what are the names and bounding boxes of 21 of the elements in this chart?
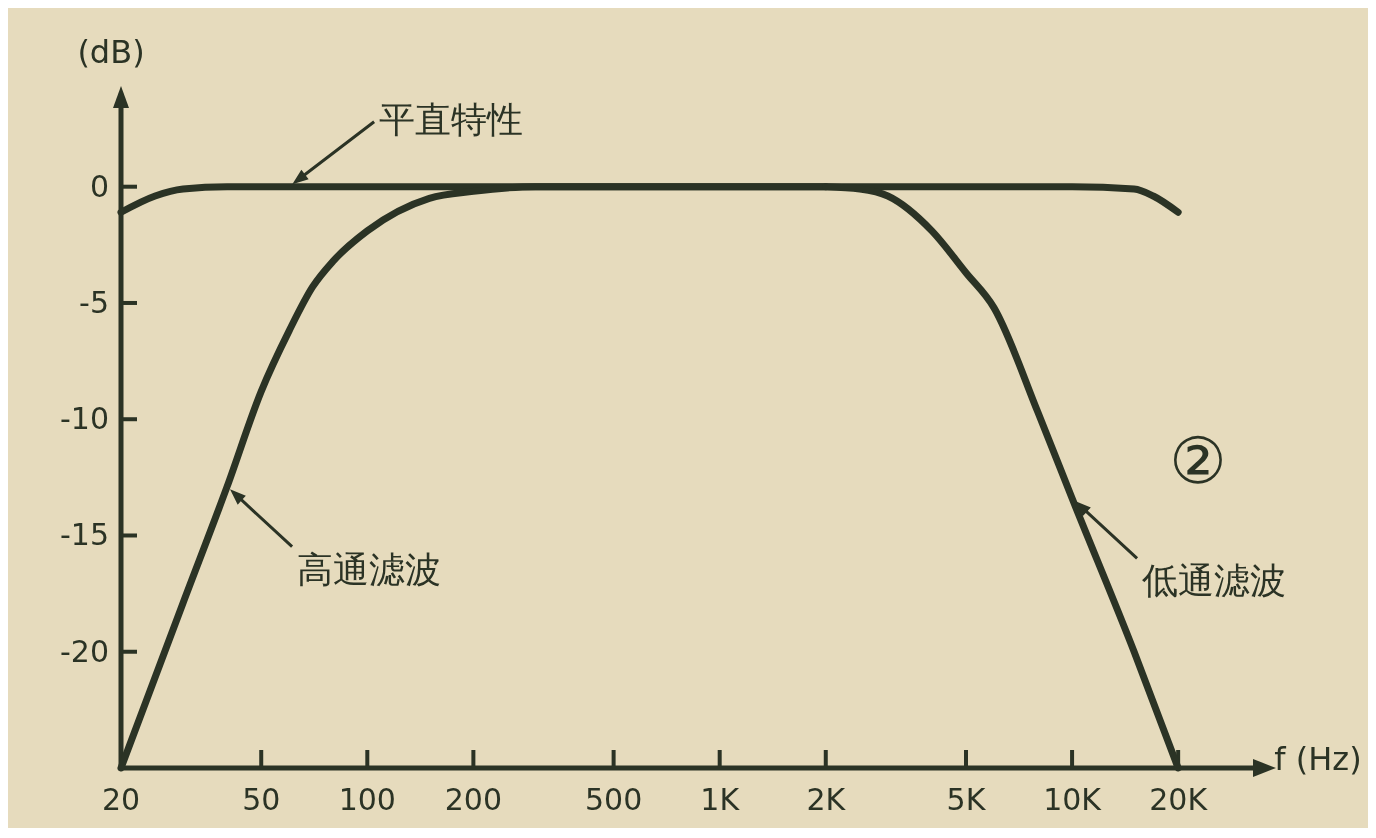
y-tick-label: 0 bbox=[89, 168, 109, 204]
annotation: 高通滤波 bbox=[297, 548, 442, 590]
x-tick-label: 5K bbox=[946, 782, 987, 817]
x-tick-label: 500 bbox=[584, 782, 643, 817]
x-tick-label: 2K bbox=[806, 782, 847, 817]
x-tick-label: 50 bbox=[242, 782, 281, 817]
annotation: 平直特性 bbox=[379, 98, 524, 140]
x-tick-label: 200 bbox=[444, 782, 503, 817]
y-tick-label: -20 bbox=[60, 633, 109, 669]
x-tick-label: 20 bbox=[101, 782, 141, 817]
annotation: 低通滤波 bbox=[1142, 560, 1287, 602]
y-axis-title: (dB) bbox=[77, 33, 145, 71]
x-axis-title: f (Hz) bbox=[1274, 740, 1362, 778]
x-tick-label: 1K bbox=[700, 782, 741, 817]
x-tick-label: 10K bbox=[1043, 782, 1103, 817]
y-tick-label: -15 bbox=[60, 517, 109, 553]
x-tick-label: 100 bbox=[338, 782, 396, 817]
x-tick-label: 20K bbox=[1149, 782, 1209, 817]
annotation: ② bbox=[1169, 424, 1227, 498]
y-tick-label: -5 bbox=[79, 284, 109, 320]
y-tick-label: -10 bbox=[60, 401, 109, 437]
